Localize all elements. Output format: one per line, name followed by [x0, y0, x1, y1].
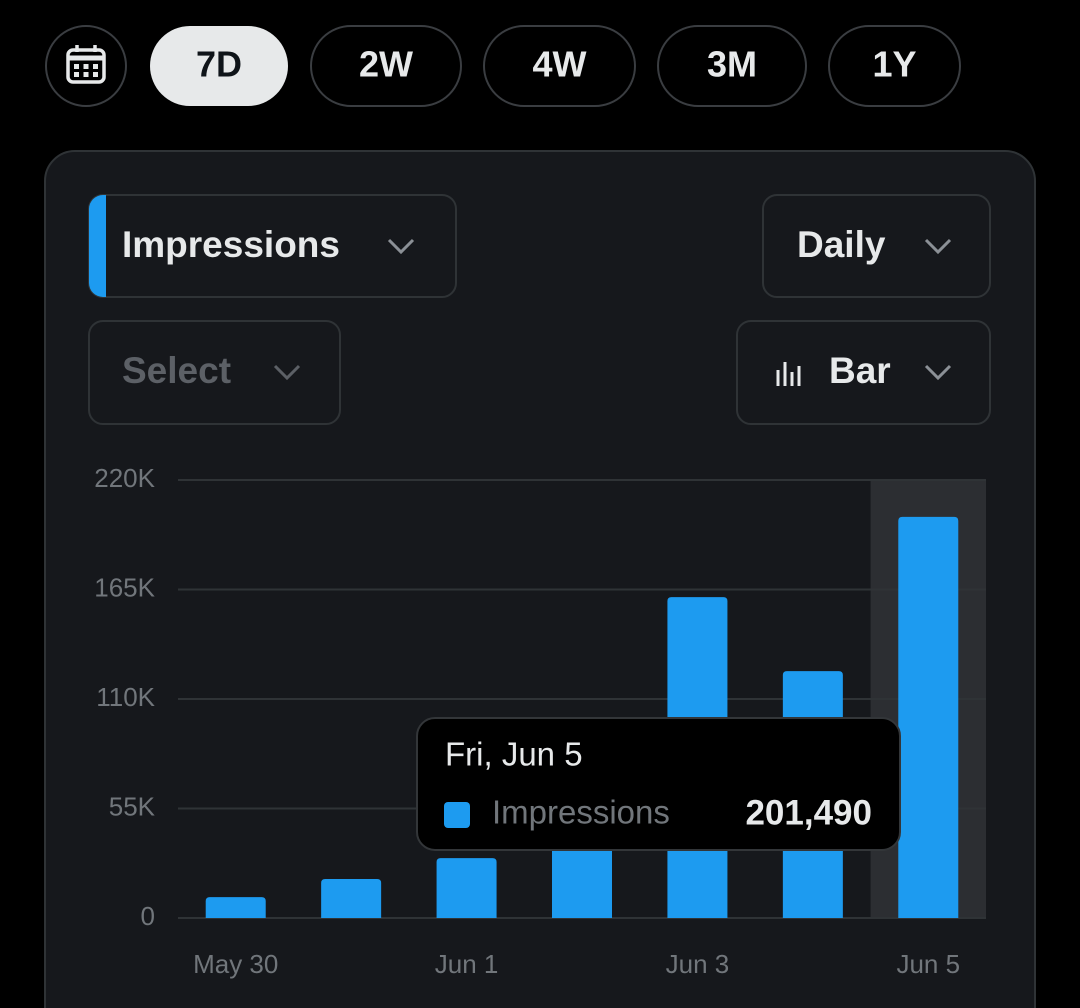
y-tick-label: 0 — [141, 901, 155, 931]
tooltip-box — [416, 717, 901, 851]
chart-type-dropdown[interactable]: Bar — [736, 320, 991, 425]
y-tick-label: 110K — [96, 682, 155, 712]
compare-label: Select — [122, 350, 231, 391]
y-tick-label: 165K — [94, 572, 155, 602]
bar — [898, 516, 959, 918]
interval-label: Daily — [797, 224, 886, 265]
x-tick-label: Jun 3 — [666, 949, 730, 979]
tooltip-series-name: Impressions — [492, 794, 670, 831]
tab-pill — [657, 25, 807, 107]
tab-label: 2W — [359, 44, 413, 85]
tab-label: 1Y — [872, 44, 916, 85]
tooltip-value: 201,490 — [745, 793, 872, 832]
compare-dropdown[interactable]: Select — [88, 320, 341, 425]
date-range-tab[interactable]: 3M — [657, 25, 807, 107]
interval-dropdown[interactable]: Daily — [762, 194, 991, 298]
bar — [321, 878, 382, 918]
y-tick-label: 55K — [109, 791, 156, 821]
metric-dropdown[interactable]: Impressions — [88, 194, 457, 298]
tab-pill — [150, 26, 288, 106]
metric-label: Impressions — [122, 224, 340, 265]
date-range-tab[interactable]: 2W — [310, 25, 462, 107]
tab-pill — [828, 25, 961, 107]
plot: 0 55K 110K 165K 220K May 30 Jun 1 Jun 3 Jun 5 Fri… — [94, 463, 986, 979]
bar — [436, 858, 497, 918]
tab-label: 7D — [196, 44, 242, 85]
x-tick-label: May 30 — [193, 949, 278, 979]
date-range-tab[interactable]: 7D — [150, 26, 288, 106]
tooltip-title: Fri, Jun 5 — [445, 736, 583, 773]
x-tick-label: Jun 5 — [896, 949, 960, 979]
date-range-tabs: 7D 2W 4W 3M 1Y — [150, 25, 961, 107]
tab-pill — [310, 25, 462, 107]
tab-label: 3M — [707, 44, 757, 85]
tooltip: Fri, Jun 5 Impressions 201,490 — [416, 717, 901, 851]
tab-pill — [483, 25, 636, 107]
date-range-tab[interactable]: 4W — [483, 25, 636, 107]
y-tick-label: 220K — [94, 463, 155, 493]
chart-type-label: Bar — [829, 350, 891, 391]
tab-label: 4W — [533, 44, 587, 85]
tooltip-swatch — [444, 802, 470, 828]
calendar-button[interactable] — [45, 25, 127, 107]
date-range-tab[interactable]: 1Y — [828, 25, 961, 107]
x-tick-label: Jun 1 — [435, 949, 499, 979]
bar — [205, 897, 266, 918]
